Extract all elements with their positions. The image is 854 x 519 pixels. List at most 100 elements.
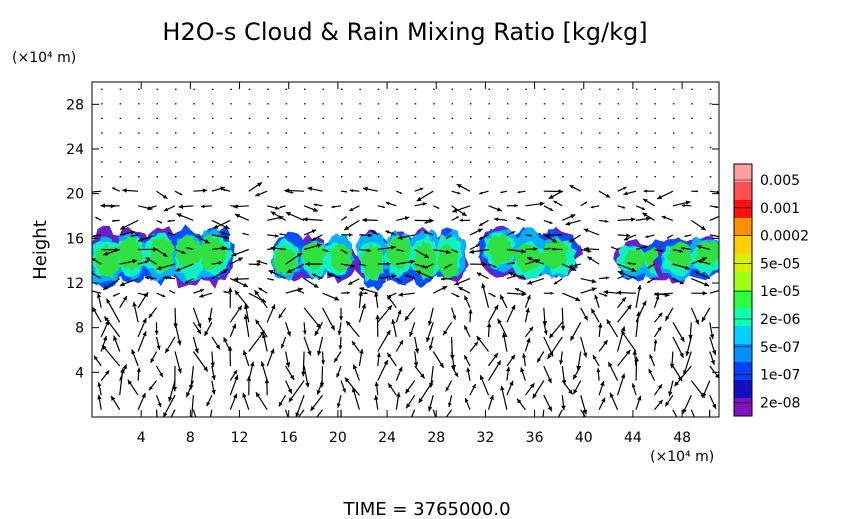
wind-vector	[506, 161, 509, 163]
wind-vector	[230, 257, 244, 265]
wind-vector	[339, 307, 344, 321]
wind-vector	[525, 247, 538, 251]
wind-vector	[524, 307, 530, 323]
wind-vector	[92, 306, 102, 323]
wind-vector	[635, 395, 642, 410]
wind-vector	[119, 295, 128, 309]
wind-vector	[223, 290, 231, 294]
wind-vector	[256, 260, 268, 265]
wind-vector	[433, 117, 435, 120]
wind-vector	[192, 336, 199, 354]
wind-vector	[374, 292, 379, 308]
wind-vector	[396, 190, 403, 195]
wind-vector	[410, 409, 416, 417]
wind-vector	[260, 361, 268, 381]
wind-vector	[543, 161, 546, 163]
wind-vector	[653, 326, 662, 338]
wind-vector	[642, 212, 655, 221]
wind-vector	[396, 216, 410, 221]
wind-vector	[270, 246, 286, 251]
wind-vector	[349, 189, 360, 193]
wind-vector	[709, 146, 712, 149]
colorbar-label: 1e-07	[760, 368, 800, 384]
wind-vector	[223, 337, 231, 352]
wind-vector	[631, 383, 637, 396]
wind-vector	[314, 321, 324, 337]
wind-vector	[583, 228, 600, 236]
wind-vector	[211, 161, 214, 163]
wind-vector	[303, 205, 319, 212]
wind-vector	[396, 259, 416, 265]
wind-vector	[172, 365, 177, 392]
wind-vector	[338, 336, 343, 350]
wind-vector	[598, 339, 609, 352]
x-tick-label: 12	[231, 430, 249, 446]
wind-vector	[470, 161, 472, 163]
wind-vector	[669, 351, 675, 369]
wind-vector	[668, 380, 674, 397]
wind-vector	[636, 161, 638, 163]
wind-vector	[138, 146, 140, 149]
wind-vector	[414, 187, 424, 192]
y-axis-unit: (×10⁴ m)	[12, 50, 76, 66]
wind-vector	[163, 205, 176, 212]
wind-vector	[243, 314, 250, 337]
wind-vector	[170, 409, 176, 417]
wind-vector	[285, 380, 293, 394]
wind-vector	[377, 329, 391, 352]
wind-vector	[175, 161, 177, 163]
wind-vector	[304, 88, 306, 90]
wind-vector	[336, 395, 342, 408]
wind-vector	[672, 278, 685, 285]
wind-vector	[304, 176, 306, 178]
wind-vector	[340, 291, 350, 295]
wind-vector	[569, 184, 581, 192]
wind-vector	[553, 278, 563, 285]
wind-vector	[322, 248, 329, 253]
wind-vector	[231, 248, 250, 257]
wind-vector	[709, 176, 712, 178]
wind-vector	[568, 263, 581, 269]
wind-vector	[377, 176, 380, 178]
wind-vector	[409, 322, 416, 337]
wind-vector	[562, 214, 576, 221]
wind-vector	[590, 205, 600, 209]
wind-vector	[211, 234, 230, 240]
wind-vector	[95, 216, 102, 221]
wind-vector	[616, 290, 637, 295]
wind-vector	[102, 278, 121, 291]
wind-vector	[635, 300, 647, 323]
wind-vector	[137, 260, 149, 265]
wind-vector	[162, 394, 176, 417]
wind-vector	[627, 262, 637, 265]
wind-vector	[488, 205, 503, 212]
wind-vector	[709, 117, 712, 120]
wind-vector	[321, 307, 336, 331]
wind-vector	[286, 263, 305, 274]
wind-vector	[543, 219, 553, 224]
wind-vector	[377, 161, 380, 163]
wind-vector	[427, 395, 434, 412]
wind-vector	[414, 161, 417, 163]
wind-vector	[654, 312, 663, 323]
wind-vector	[119, 259, 138, 265]
wind-vector	[599, 103, 601, 105]
wind-vector	[230, 88, 232, 90]
wind-vector	[93, 355, 102, 367]
wind-vector	[285, 146, 288, 149]
wind-vector	[451, 88, 454, 90]
wind-vector	[599, 132, 601, 134]
wind-vector	[295, 394, 305, 417]
wind-vector	[322, 132, 324, 134]
wind-vector	[635, 284, 642, 308]
wind-vector	[623, 234, 637, 241]
wind-vector	[636, 176, 638, 178]
y-tick-label: 4	[75, 365, 84, 381]
wind-vector	[211, 261, 223, 265]
wind-vector	[176, 213, 194, 221]
wind-vector	[444, 263, 452, 269]
wind-vector	[432, 409, 437, 417]
wind-vector	[647, 263, 655, 269]
wind-vector	[516, 217, 526, 221]
wind-vector	[543, 132, 546, 134]
